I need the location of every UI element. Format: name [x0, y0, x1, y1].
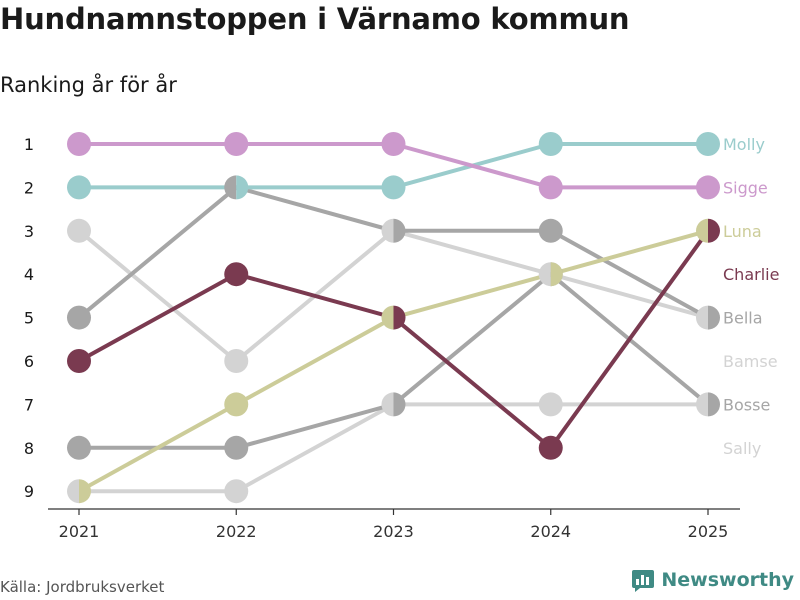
marker-sigge-2023: [381, 132, 406, 156]
series-label-bella: Bella: [723, 309, 763, 328]
marker-sally-2021: [67, 218, 91, 243]
marker-molly-2023: [381, 175, 406, 200]
marker-charlie-2025: [708, 218, 720, 243]
y-tick-label-8: 8: [24, 439, 34, 458]
marker-charlie-2023: [393, 305, 406, 330]
marker-bella-2021: [67, 305, 91, 330]
x-tick-label-2021: 2021: [59, 522, 100, 541]
marker-bella-2022: [224, 175, 237, 200]
marker-bamse-2023: [381, 392, 394, 417]
x-tick-label-2025: 2025: [688, 522, 729, 541]
marker-molly-2025: [696, 132, 720, 156]
marker-sigge-2025: [696, 175, 720, 200]
marker-sigge-2022: [224, 132, 249, 156]
marker-sigge-2024: [538, 175, 563, 200]
marker-luna-2023: [381, 305, 394, 330]
series-label-luna: Luna: [723, 222, 762, 241]
line-bella: [77, 185, 710, 320]
marker-bamse-2024: [538, 392, 563, 417]
x-tick-label-2022: 2022: [216, 522, 257, 541]
chart-subtitle: Ranking år för år: [0, 73, 177, 97]
marker-bella-2025: [708, 305, 720, 330]
series-label-molly: Molly: [723, 135, 765, 154]
marker-molly-2022: [236, 175, 249, 200]
marker-molly-2021: [67, 175, 91, 200]
marker-luna-2022: [224, 392, 249, 417]
y-tick-label-5: 5: [24, 309, 34, 328]
y-tick-label-9: 9: [24, 482, 34, 501]
newsworthy-logo-icon: [632, 570, 655, 592]
marker-charlie-2022: [224, 262, 249, 287]
y-tick-label-7: 7: [24, 395, 34, 414]
marker-sally-2024: [538, 262, 551, 287]
y-tick-label-1: 1: [24, 135, 34, 154]
marker-sally-2025: [696, 305, 708, 330]
source-note: Källa: Jordbruksverket: [0, 578, 165, 596]
series-label-sigge: Sigge: [723, 178, 768, 197]
y-tick-label-4: 4: [24, 265, 34, 284]
marker-sally-2023: [381, 218, 394, 243]
x-tick-label-2024: 2024: [530, 522, 571, 541]
marker-bella-2023: [393, 218, 406, 243]
line-sally: [77, 228, 710, 363]
series-label-bamse: Bamse: [723, 352, 778, 371]
marker-bosse-2025: [708, 392, 720, 417]
x-tick-label-2023: 2023: [373, 522, 414, 541]
y-tick-label-3: 3: [24, 222, 34, 241]
marker-bella-2024: [538, 218, 563, 243]
marker-charlie-2021: [67, 349, 91, 373]
y-tick-label-6: 6: [24, 352, 34, 371]
marker-sigge-2021: [67, 132, 91, 156]
marker-luna-2021: [79, 479, 91, 504]
marker-bosse-2021: [67, 435, 91, 460]
marker-bamse-2022: [224, 479, 249, 504]
marker-bosse-2023: [393, 392, 406, 417]
brand: Newsworthy: [631, 568, 794, 592]
marker-luna-2024: [550, 262, 563, 287]
marker-sally-2022: [224, 349, 249, 373]
marker-charlie-2024: [538, 435, 563, 460]
series-label-bosse: Bosse: [723, 395, 770, 414]
series-label-charlie: Charlie: [723, 265, 779, 284]
marker-bamse-2025: [696, 392, 708, 417]
brand-name: Newsworthy: [661, 569, 794, 591]
marker-bamse-2021: [67, 479, 79, 504]
series-label-sally: Sally: [723, 439, 761, 458]
marker-bosse-2022: [224, 435, 249, 460]
y-tick-label-2: 2: [24, 178, 34, 197]
chart-title: Hundnamnstoppen i Värnamo kommun: [0, 2, 630, 36]
marker-molly-2024: [538, 132, 563, 156]
marker-luna-2025: [696, 218, 708, 243]
